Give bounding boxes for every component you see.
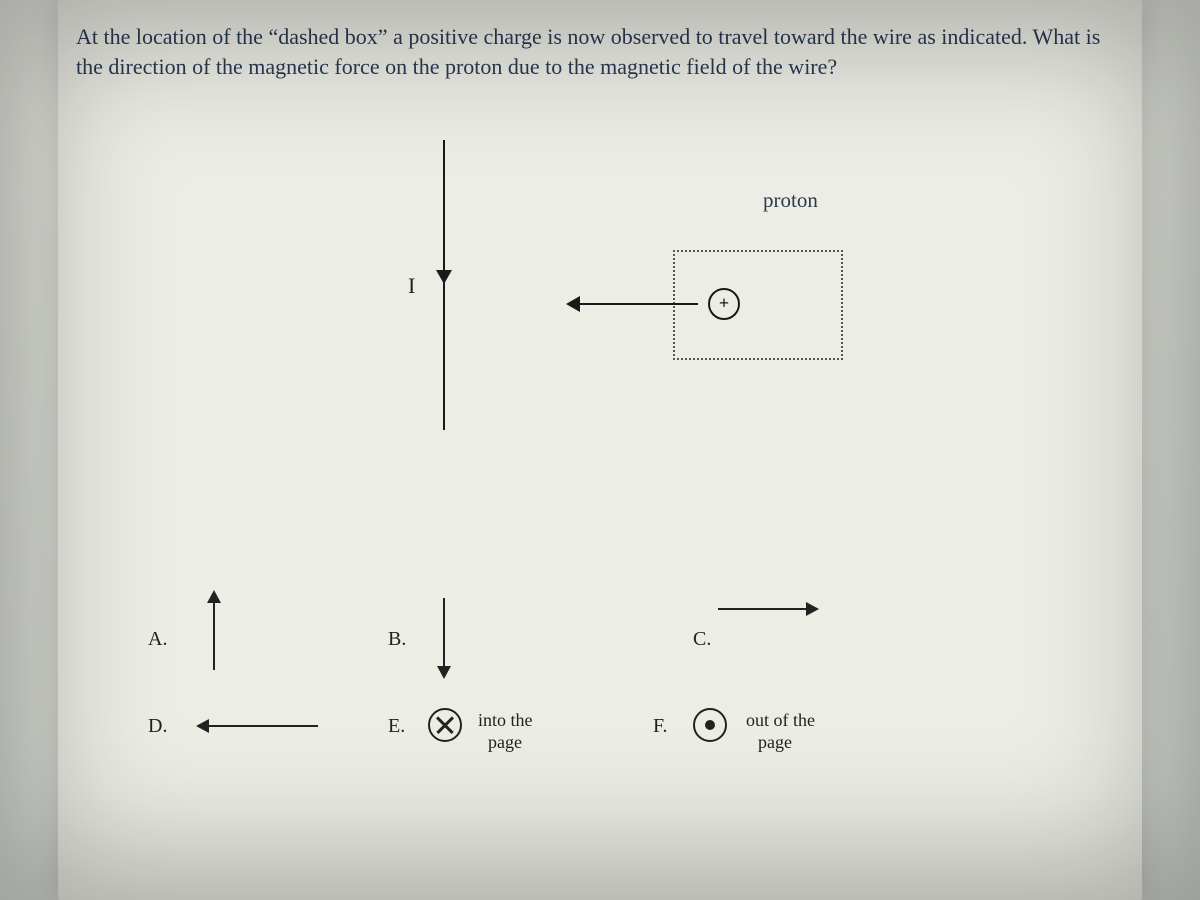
option-b-label: B. (388, 628, 406, 651)
option-c-arrowhead (806, 602, 819, 616)
option-c-arrow (718, 608, 808, 610)
option-a-arrow (213, 600, 215, 670)
current-arrowhead (436, 270, 452, 284)
option-f-text: out of the page (746, 710, 815, 753)
option-d-arrow (208, 725, 318, 727)
option-c-label: C. (693, 628, 711, 651)
out-of-page-icon (693, 708, 727, 742)
plus-icon: + (719, 294, 729, 312)
option-e-text: into the page (478, 710, 533, 753)
page: At the location of the “dashed box” a po… (58, 0, 1142, 900)
option-b-arrow (443, 598, 445, 668)
option-d-arrowhead (196, 719, 209, 733)
option-e-label: E. (388, 715, 405, 738)
wire-line (443, 140, 445, 430)
option-b-arrowhead (437, 666, 451, 679)
option-f-text-line2: page (746, 732, 792, 752)
option-f-label: F. (653, 715, 668, 738)
proton-label: proton (763, 188, 818, 213)
dashed-box (673, 250, 843, 360)
physics-diagram: I proton + (58, 110, 1142, 490)
into-page-icon (428, 708, 462, 742)
question-text: At the location of the “dashed box” a po… (76, 22, 1102, 81)
option-d-label: D. (148, 715, 167, 738)
option-a-label: A. (148, 628, 167, 651)
option-e-text-line2: page (478, 732, 522, 752)
current-label: I (408, 273, 415, 299)
proton-velocity-arrow (568, 303, 698, 305)
option-e-text-line1: into the (478, 710, 533, 730)
option-f-text-line1: out of the (746, 710, 815, 730)
proton-charge-icon: + (708, 288, 740, 320)
option-a-arrowhead (207, 590, 221, 603)
